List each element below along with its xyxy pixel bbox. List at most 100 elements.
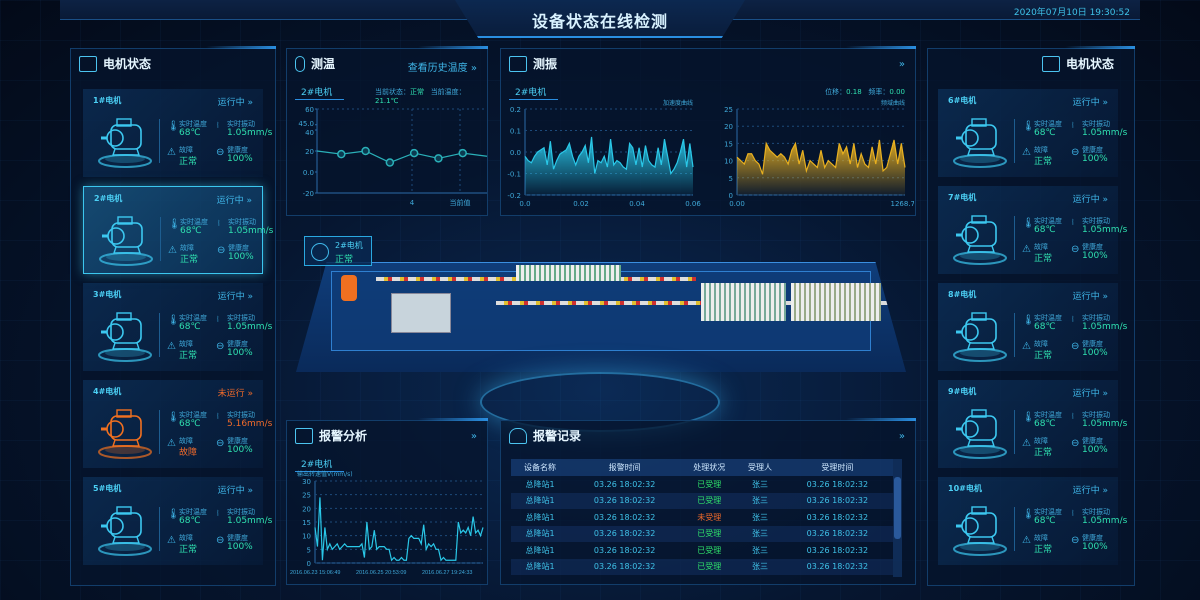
motor-status[interactable]: 运行中 » <box>217 193 252 206</box>
motor-status[interactable]: 运行中 » <box>1073 386 1108 399</box>
thermometer-icon: 🌡 <box>167 509 180 520</box>
link-label: 查看历史温度 <box>407 63 468 74</box>
health-value: 100% <box>1082 154 1108 164</box>
x-tick-label: 2016.06.27 19:24:33 <box>422 570 472 576</box>
health-icon: ⊖ <box>1071 535 1080 546</box>
motor-card[interactable]: 9#电机 运行中 » 🌡 实时温度 68℃ ⦚ 实时振动 1.05mm/s ⚠ … <box>938 380 1127 468</box>
column-header[interactable]: 处理状况 <box>680 459 739 476</box>
motor-card[interactable]: 8#电机 运行中 » 🌡 实时温度 68℃ ⦚ 实时振动 1.05mm/s ⚠ … <box>938 283 1127 371</box>
motor-icon <box>950 305 1010 363</box>
motor-card[interactable]: 5#电机 运行中 » 🌡 实时温度 68℃ ⦚ 实时振动 1.05mm/s ⚠ … <box>83 477 272 565</box>
motor-card[interactable]: 7#电机 运行中 » 🌡 实时温度 68℃ ⦚ 实时振动 1.05mm/s ⚠ … <box>938 186 1127 274</box>
column-header[interactable]: 设备名称 <box>511 459 569 476</box>
temp-label: 实时温度 <box>1034 314 1062 322</box>
motor-icon <box>95 402 155 460</box>
table-row[interactable]: 总降站1 03.26 18:02:32 已受理 张三 03.26 18:02:32 <box>511 525 893 542</box>
motor-name: 6#电机 <box>948 96 977 105</box>
motor-card[interactable]: 1#电机 运行中 » 🌡 实时温度 68℃ ⦚ 实时振动 1.05mm/s ⚠ … <box>83 89 272 177</box>
machine-unit <box>391 293 451 333</box>
status-label: 运行中 <box>1072 195 1100 205</box>
health-label: 健康度 <box>227 534 248 542</box>
table-row[interactable]: 总降站1 03.26 18:02:32 未受理 张三 03.26 18:02:32 <box>511 509 893 526</box>
tag-status: 正常 <box>335 255 354 265</box>
table-row[interactable]: 总降站1 03.26 18:02:32 已受理 张三 03.26 18:02:32 <box>511 476 893 493</box>
temp-value: 68℃ <box>179 322 201 332</box>
vibration-label: 实时振动 <box>1082 314 1110 322</box>
warning-icon: ⚠ <box>1022 438 1031 449</box>
temp-label: 实时温度 <box>179 411 207 419</box>
motor-icon <box>96 209 156 267</box>
more-button[interactable]: » <box>898 59 905 70</box>
table-row[interactable]: 总降站1 03.26 18:02:32 已受理 张三 03.26 18:02:32 <box>511 542 893 559</box>
health-label: 健康度 <box>1082 340 1103 348</box>
motor-status[interactable]: 运行中 » <box>218 95 253 108</box>
motor-status[interactable]: 运行中 » <box>218 289 253 302</box>
table-cell: 已受理 <box>680 525 739 542</box>
motor-status[interactable]: 未运行 » <box>218 386 253 399</box>
table-cell: 总降站1 <box>511 525 569 542</box>
chevron-right-icon: » <box>1102 389 1108 399</box>
motor-name: 8#电机 <box>948 290 977 299</box>
column-header[interactable]: 报警时间 <box>569 459 681 476</box>
temp-value: 68℃ <box>179 419 201 429</box>
column-header[interactable]: 受理时间 <box>781 459 893 476</box>
motor-tag-2[interactable]: 2#电机 正常 <box>304 236 372 266</box>
vibration-value: 1.05mm/s <box>1082 225 1128 235</box>
x-tick-label: 0.06 <box>685 200 701 208</box>
y-tick-label: 15 <box>724 140 733 148</box>
motor-card[interactable]: 6#电机 运行中 » 🌡 实时温度 68℃ ⦚ 实时振动 1.05mm/s ⚠ … <box>938 89 1127 177</box>
chevron-right-icon: » <box>470 63 477 74</box>
thermometer-icon: 🌡 <box>167 121 180 132</box>
fault-value: 正常 <box>1034 254 1053 264</box>
x-tick-label: 0.02 <box>573 200 589 208</box>
fault-value: 正常 <box>180 255 199 265</box>
warning-icon: ⚠ <box>1022 341 1031 352</box>
vibration-value: 1.05mm/s <box>1082 322 1128 332</box>
motor-status[interactable]: 运行中 » <box>1073 192 1108 205</box>
motor-status[interactable]: 运行中 » <box>218 483 253 496</box>
table-cell: 未受理 <box>697 512 722 522</box>
panel-title: 电机状态 <box>1065 57 1114 71</box>
motor-card[interactable]: 10#电机 运行中 » 🌡 实时温度 68℃ ⦚ 实时振动 1.05mm/s ⚠… <box>938 477 1127 565</box>
health-value: 100% <box>228 252 254 262</box>
table-cell: 张三 <box>751 479 768 489</box>
x-tick-label: 1268.76 <box>891 200 914 208</box>
more-button[interactable]: » <box>470 431 477 442</box>
temp-value: 68℃ <box>180 226 202 236</box>
table-cell: 03.26 18:02:32 <box>593 512 656 522</box>
vibration-value: 1.05mm/s <box>1082 128 1128 138</box>
chevron-right-icon: » <box>247 486 253 496</box>
motor-status[interactable]: 运行中 » <box>1073 289 1108 302</box>
y-tick-label: 20 <box>305 148 314 156</box>
motor-icon <box>950 208 1010 266</box>
table-cell: 已受理 <box>697 479 722 489</box>
scrollbar-thumb[interactable] <box>894 477 901 539</box>
motor-card[interactable]: 2#电机 运行中 » 🌡 实时温度 68℃ ⦚ 实时振动 1.05mm/s ⚠ … <box>83 186 273 274</box>
vibration-label: 实时振动 <box>1082 411 1110 419</box>
health-label: 健康度 <box>1082 437 1103 445</box>
history-temperature-link[interactable]: 查看历史温度 » <box>408 59 477 74</box>
title-frame <box>455 0 745 38</box>
column-header[interactable]: 受理人 <box>738 459 782 476</box>
motor-card[interactable]: 4#电机 未运行 » 🌡 实时温度 68℃ ⦚ 实时振动 5.16mm/s ⚠ … <box>83 380 272 468</box>
health-value: 100% <box>227 542 253 552</box>
table-cell: 03.26 18:02:32 <box>781 558 893 575</box>
table-cell: 已受理 <box>697 545 722 555</box>
vibration-value: 1.05mm/s <box>227 516 273 526</box>
fault-label: 故障 <box>1034 243 1048 251</box>
table-cell: 总降站1 <box>525 512 555 522</box>
motor-card[interactable]: 3#电机 运行中 » 🌡 实时温度 68℃ ⦚ 实时振动 1.05mm/s ⚠ … <box>83 283 272 371</box>
motor-status[interactable]: 运行中 » <box>1073 95 1108 108</box>
temp-value: 68℃ <box>1034 128 1056 138</box>
health-label: 健康度 <box>227 146 248 154</box>
health-icon: ⊖ <box>216 147 225 158</box>
motor-label: 2#电机 <box>295 85 345 100</box>
y-tick-label: 25 <box>302 492 311 500</box>
vibration-icon: ⦚ <box>217 315 219 324</box>
table-row[interactable]: 总降站1 03.26 18:02:32 已受理 张三 03.26 18:02:32 <box>511 492 893 509</box>
table-row[interactable]: 总降站1 03.26 18:02:32 已受理 张三 03.26 18:02:32 <box>511 558 893 575</box>
scrollbar[interactable] <box>893 459 902 577</box>
motor-status[interactable]: 运行中 » <box>1073 483 1108 496</box>
series-line <box>736 139 906 175</box>
more-button[interactable]: » <box>898 431 905 442</box>
